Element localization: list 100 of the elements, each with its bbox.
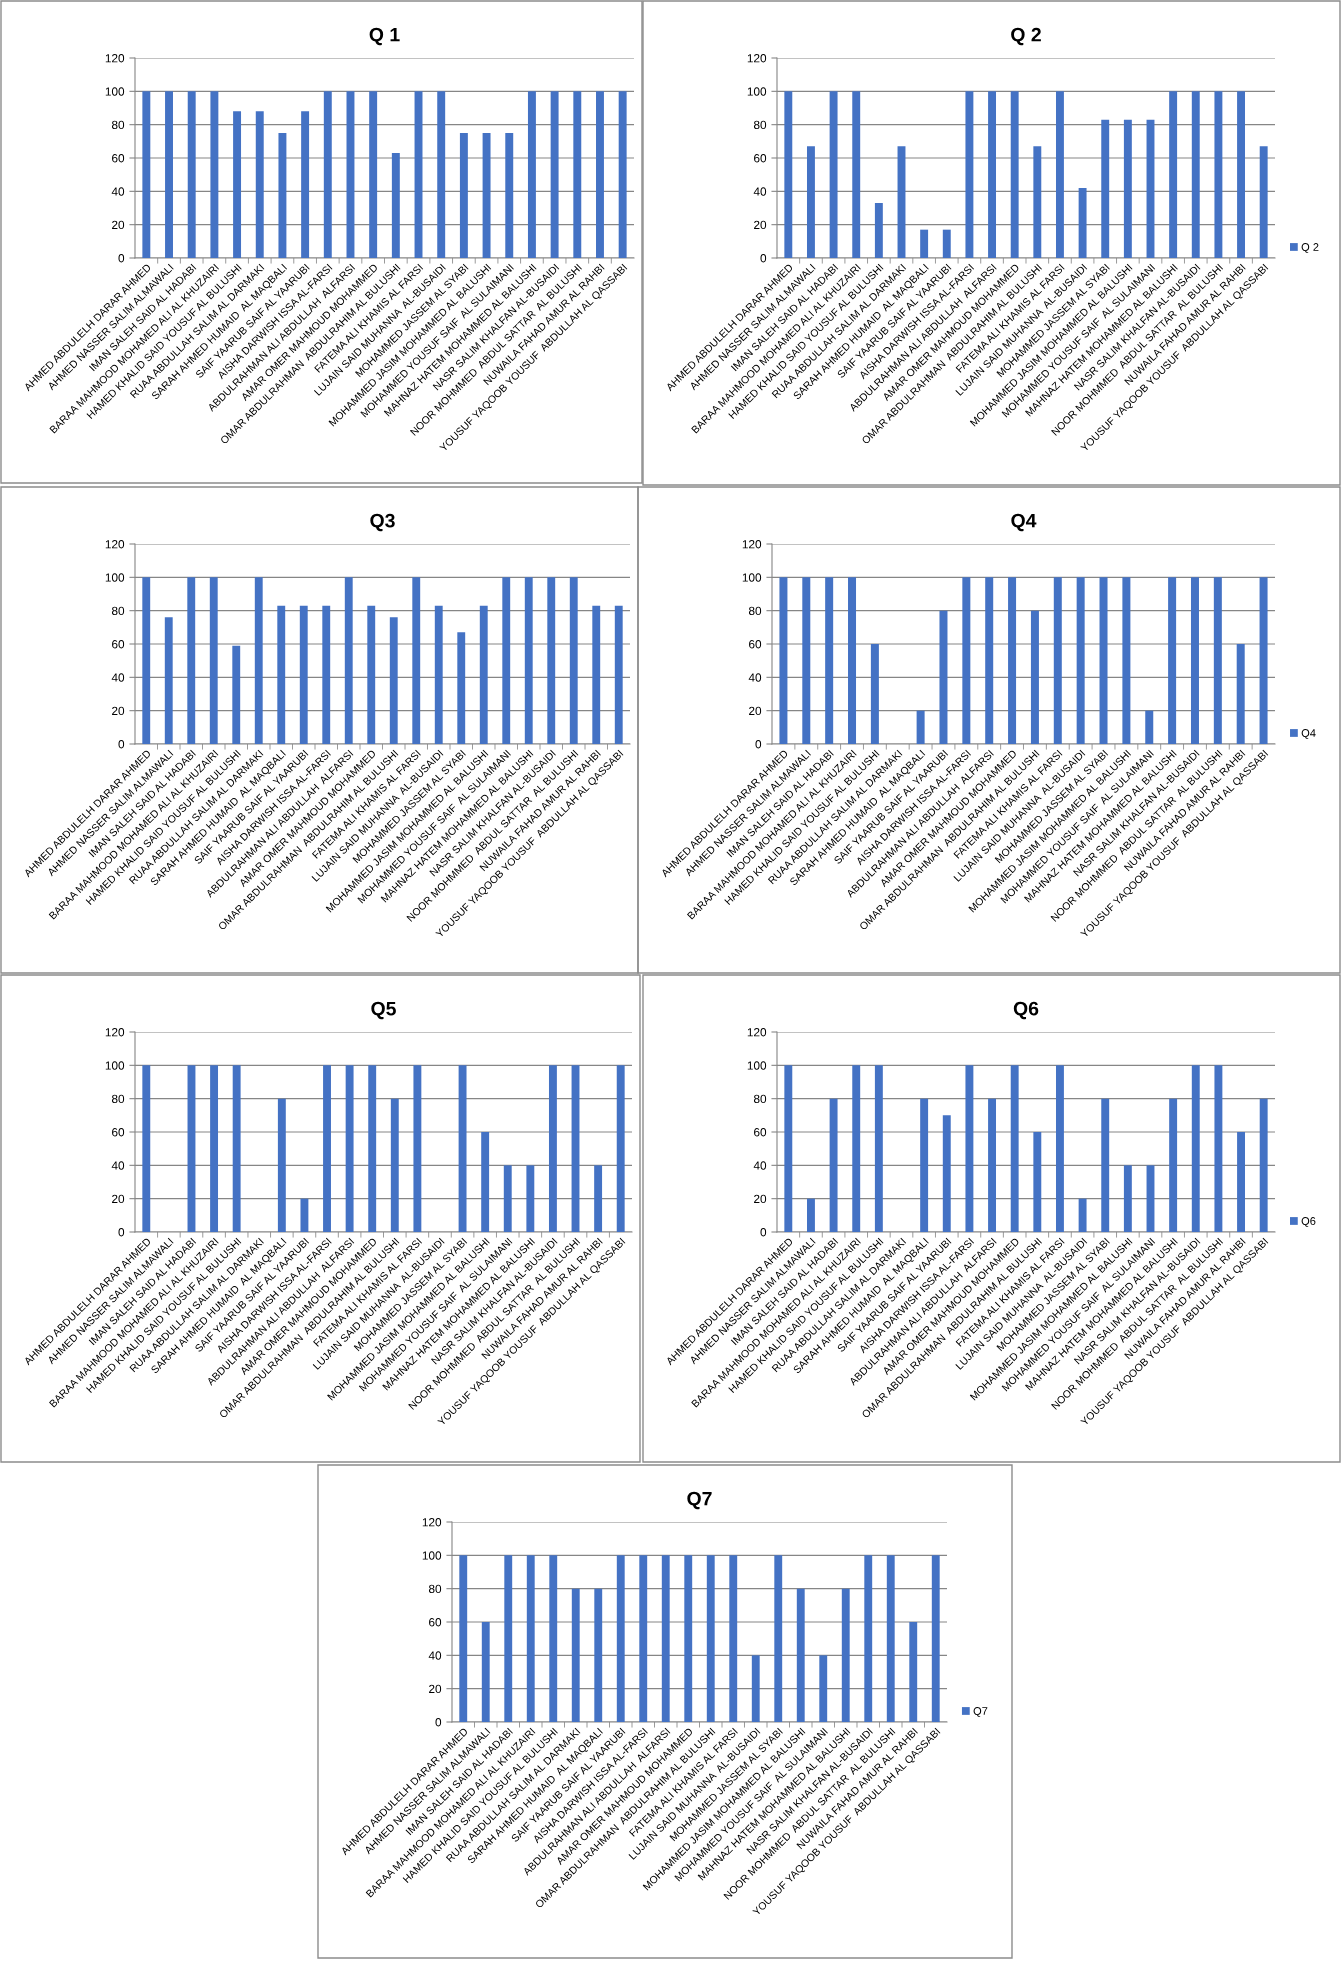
bar [527, 91, 536, 258]
y-tick-label: 100 [105, 573, 125, 582]
bar [1259, 1098, 1268, 1232]
bar [639, 1555, 648, 1722]
bar [142, 1065, 151, 1232]
y-tick-label: 20 [754, 1194, 767, 1204]
y-tick-label: 60 [112, 640, 125, 649]
bar [920, 229, 929, 258]
bar [209, 577, 218, 744]
bar [569, 577, 578, 744]
bar [526, 1165, 535, 1232]
bar [437, 91, 446, 258]
y-tick-label: 40 [428, 1651, 442, 1660]
y-tick-label: 0 [435, 1718, 442, 1727]
bar [1191, 91, 1200, 258]
bar [1259, 577, 1268, 744]
bar [232, 645, 241, 744]
bar [729, 1555, 738, 1722]
bar [1145, 710, 1154, 744]
bar [345, 1065, 354, 1232]
bar [481, 1622, 490, 1722]
bar [277, 605, 286, 744]
bar [802, 577, 811, 744]
bar [233, 111, 242, 258]
bar [1101, 119, 1110, 258]
chart-title: Q 1 [369, 27, 400, 46]
bar [751, 1655, 760, 1722]
bar [571, 1588, 580, 1722]
bar [1010, 91, 1019, 258]
y-tick-label: 20 [112, 220, 125, 230]
y-tick-label: 120 [105, 54, 125, 63]
bar [614, 605, 623, 744]
bar [779, 577, 788, 744]
bar [549, 1555, 558, 1722]
y-tick-label: 0 [118, 254, 125, 263]
bar [819, 1655, 828, 1722]
y-tick-label: 80 [753, 120, 767, 130]
bar [784, 91, 793, 258]
bar [1191, 1065, 1200, 1232]
bar [1259, 146, 1268, 258]
y-tick-label: 100 [422, 1551, 442, 1560]
bar [909, 1622, 918, 1722]
y-tick-label: 60 [754, 154, 767, 163]
y-tick-label: 80 [753, 1094, 767, 1104]
bar [164, 617, 173, 744]
bar [323, 91, 332, 258]
chart-title: Q5 [371, 1001, 396, 1020]
bar [1236, 644, 1245, 744]
bar [594, 1165, 603, 1232]
bar [389, 617, 398, 744]
y-tick-label: 120 [747, 54, 767, 63]
bar [547, 577, 556, 744]
bar [661, 1555, 670, 1722]
bar [301, 111, 310, 258]
bar [774, 1555, 783, 1722]
bar [852, 1065, 861, 1232]
bar [1076, 577, 1085, 744]
bar [479, 605, 488, 744]
y-tick-label: 40 [111, 1161, 125, 1170]
bar [505, 133, 514, 258]
bar [784, 1065, 793, 1232]
bar [526, 1555, 535, 1722]
y-tick-label: 60 [429, 1618, 442, 1627]
bar [524, 577, 533, 744]
y-tick-label: 0 [118, 740, 125, 749]
chart-title: Q7 [687, 1491, 712, 1510]
bar [852, 91, 861, 258]
bar [1237, 1132, 1246, 1232]
y-tick-label: 100 [105, 87, 125, 96]
y-tick-label: 100 [747, 87, 767, 96]
y-tick-label: 60 [112, 154, 125, 163]
bar [916, 710, 925, 744]
legend-label: Q7 [973, 1707, 988, 1717]
bar [369, 91, 378, 258]
bar [482, 133, 491, 258]
chart-title: Q4 [1011, 513, 1037, 532]
y-tick-label: 0 [755, 740, 762, 749]
y-tick-label: 80 [111, 1094, 125, 1104]
bar [1030, 610, 1039, 744]
y-tick-label: 20 [112, 1194, 125, 1204]
y-tick-label: 0 [118, 1228, 125, 1237]
legend-label: Q4 [1301, 729, 1316, 739]
y-tick-label: 40 [748, 673, 762, 682]
bar [1078, 1198, 1087, 1232]
bar [187, 577, 196, 744]
bar [1033, 1132, 1042, 1232]
bar [1099, 577, 1108, 744]
bar [1033, 146, 1042, 258]
y-tick-label: 100 [742, 573, 762, 582]
bar [806, 1198, 815, 1232]
y-tick-label: 100 [105, 1061, 125, 1070]
bar [931, 1555, 940, 1722]
bar [142, 577, 151, 744]
bar [796, 1588, 805, 1722]
bar [367, 605, 376, 744]
bar [165, 91, 173, 258]
y-tick-label: 80 [111, 120, 125, 130]
bar [299, 605, 308, 744]
y-tick-label: 0 [760, 254, 767, 263]
y-tick-label: 60 [754, 1128, 767, 1137]
